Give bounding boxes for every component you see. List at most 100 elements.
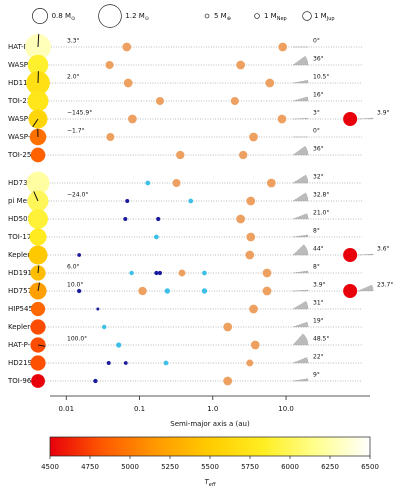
inclination-wedge [292, 79, 309, 84]
planet [128, 114, 137, 124]
obliquity-needle [37, 282, 40, 292]
inclination-label: 32° [313, 174, 324, 181]
inclination-wedge [292, 357, 309, 364]
inclination-label: 8° [313, 264, 320, 271]
star [30, 355, 46, 371]
inclination-label: 31° [313, 300, 324, 307]
x-tick-label: 0.01 [58, 405, 74, 413]
obliquity-label: −145.9° [67, 110, 92, 117]
star [30, 147, 46, 163]
obliquity-label: 3.3° [67, 38, 80, 45]
inclination-label: 16° [313, 92, 324, 99]
legend-star-label-main: 0.8 M [52, 12, 71, 20]
legend-star-label: 0.8 M⊙ [52, 12, 76, 22]
planet [154, 234, 159, 240]
inclination-label: 36° [313, 146, 324, 153]
companion [343, 284, 358, 298]
legend-planet [302, 11, 312, 21]
planet [138, 286, 147, 296]
planet [238, 150, 248, 160]
inclination-wedge [292, 244, 309, 256]
planet [164, 288, 171, 294]
legend-star-label: 1.2 M⊙ [125, 12, 149, 22]
planet [249, 132, 258, 142]
legend-star [32, 8, 48, 24]
inclination-wedge [292, 145, 309, 156]
system-name: TOI-969 [7, 377, 36, 385]
planet [156, 216, 161, 222]
planet [77, 253, 82, 257]
inclination-wedge [292, 300, 309, 310]
system-name: HD73344 [8, 179, 41, 187]
planet [157, 270, 163, 276]
planet [125, 198, 130, 204]
planet [105, 61, 114, 69]
inclination-label: 3° [313, 110, 320, 117]
system-name: HD219134 [8, 359, 46, 367]
system-name: TOI-1736 [7, 233, 41, 241]
planet [265, 78, 275, 88]
planet [145, 180, 151, 186]
obliquity-needle [33, 191, 39, 202]
inclination-label: 10.5° [313, 74, 329, 81]
system-name: Kepler-407 [8, 251, 46, 259]
star [30, 319, 46, 335]
planet [249, 304, 258, 314]
planet [246, 232, 256, 242]
planet [155, 97, 164, 105]
inclination-label: 32.8° [313, 192, 329, 199]
inclination-label: 0° [313, 38, 320, 45]
planet [154, 270, 159, 276]
companion [343, 248, 358, 262]
planet [96, 307, 100, 311]
colorbar-tick-label: 4500 [41, 463, 59, 471]
companion-label: 3.9° [377, 110, 390, 117]
planet [102, 324, 107, 330]
star [27, 54, 49, 76]
obliquity-needle [37, 34, 40, 48]
planet [93, 378, 98, 384]
planet [172, 179, 181, 187]
colorbar-label-main: T [205, 478, 210, 486]
planet [123, 216, 128, 222]
star [27, 90, 49, 112]
planet [129, 270, 134, 276]
inclination-wedge [292, 213, 309, 220]
obliquity-needle [37, 344, 46, 347]
colorbar-tick-label: 5000 [121, 463, 139, 471]
planet [246, 359, 254, 367]
inclination-label: 8° [313, 228, 320, 235]
legend-star-label-main: 1.2 M [125, 12, 144, 20]
inclination-wedge [292, 234, 309, 238]
inclination-wedge [292, 96, 309, 102]
colorbar [49, 436, 371, 457]
system-name: pi Men [8, 197, 31, 205]
inclination-wedge [292, 270, 309, 274]
planet [277, 114, 287, 124]
legend-planet-label-sub: ⊕ [227, 16, 231, 22]
legend-planet [204, 13, 210, 19]
companion-wedge [358, 117, 374, 120]
x-tick-label: 1.0 [207, 405, 218, 413]
system-name: TOI-2295 [7, 97, 40, 105]
inclination-wedge [292, 289, 309, 292]
x-axis-label: Semi-major axis a (au) [170, 420, 250, 428]
obliquity-needle [32, 118, 39, 128]
companion-wedge [358, 284, 374, 292]
obliquity-label: 2.0° [67, 74, 80, 81]
inclination-label: 36° [313, 56, 324, 63]
planet [77, 288, 82, 294]
system-name: HIP54597 [8, 305, 42, 313]
planet [176, 150, 185, 160]
planet [106, 133, 115, 141]
obliquity-label: 10.0° [67, 282, 83, 289]
system-name: HD50554 [8, 215, 41, 223]
colorbar-label-sub: eff [209, 482, 217, 488]
colorbar-tick-label: 6000 [281, 463, 299, 471]
planet [123, 78, 133, 88]
planet [202, 270, 207, 276]
colorbar-tick-label: 5500 [201, 463, 219, 471]
legend-planet-label: 5 M⊕ [214, 12, 231, 22]
star [30, 301, 46, 317]
